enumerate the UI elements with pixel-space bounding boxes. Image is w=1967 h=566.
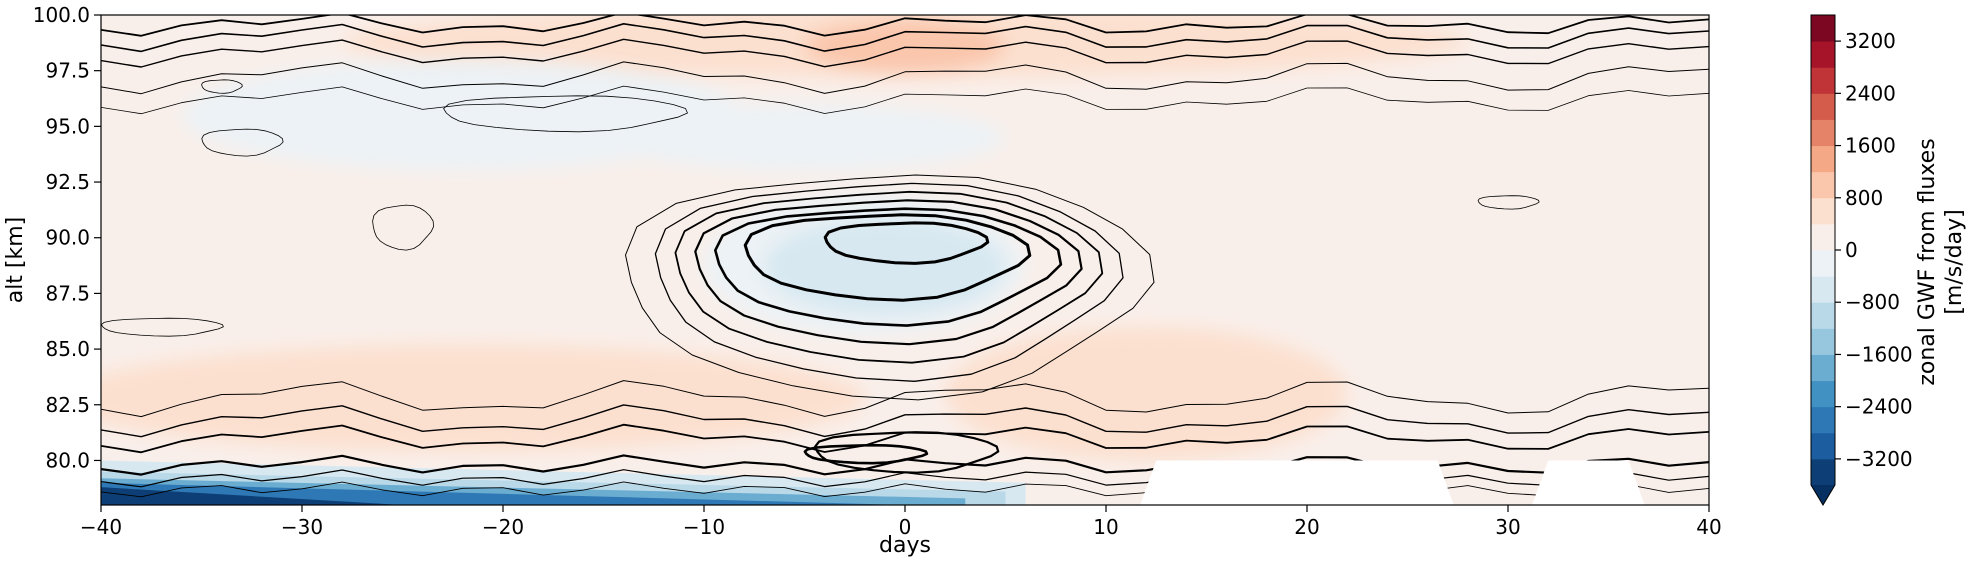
y-axis-label: alt [km]	[3, 217, 28, 304]
y-tick-label: 92.5	[45, 170, 90, 194]
x-tick-label: −10	[683, 515, 725, 539]
colorbar-label-line2: [m/s/day]	[1942, 209, 1967, 314]
contour-line	[101, 85, 1709, 115]
y-tick-label: 90.0	[45, 226, 90, 250]
contour-line	[101, 15, 1709, 37]
contour-line	[101, 454, 1709, 476]
contour-ring	[201, 128, 284, 157]
colorbar-segment	[1811, 406, 1835, 434]
colorbar-segment	[1811, 432, 1835, 460]
y-tick-label: 97.5	[45, 59, 90, 83]
colorbar-segment	[1811, 93, 1835, 120]
y-tick-label: 82.5	[45, 393, 90, 417]
contour-line	[101, 23, 1709, 53]
missing-data-region	[1140, 460, 1454, 505]
y-tick-label: 100.0	[33, 3, 90, 27]
colorbar-segment	[1811, 302, 1835, 329]
contour-ring	[674, 190, 1104, 364]
x-tick-label: −40	[80, 515, 122, 539]
contour-ring	[823, 221, 990, 265]
x-tick-label: 20	[1294, 515, 1319, 539]
colorbar-segment	[1811, 223, 1835, 251]
colorbar-segment	[1811, 119, 1835, 147]
contour-line	[101, 380, 1709, 418]
x-tick-label: −30	[281, 515, 323, 539]
negative-band-layer	[101, 487, 403, 505]
contour-ring	[372, 204, 434, 251]
colorbar-label-line1: zonal GWF from fluxes	[1915, 138, 1940, 385]
field-shading	[101, 15, 1468, 461]
x-tick-label: 40	[1696, 515, 1721, 539]
filled-contour-field	[101, 15, 1709, 505]
y-tick-label: 87.5	[45, 281, 90, 305]
contour-ring	[743, 213, 1032, 302]
colorbar-tick-label: 2400	[1845, 81, 1896, 105]
colorbar-segment	[1811, 41, 1835, 68]
positive-lower-region	[101, 344, 865, 452]
contour-ring	[694, 199, 1083, 346]
contour-ring	[201, 79, 243, 94]
y-tick-label: 95.0	[45, 114, 90, 138]
neutral-upper-left-region	[181, 59, 745, 171]
colorbar-tick-label: −2400	[1845, 395, 1913, 419]
contour-line	[101, 404, 1709, 438]
colorbar-tick-label: −800	[1845, 290, 1900, 314]
y-axis: 80.0 82.5 85.0 87.5 90.0 92.5 95.0 97.5 100.0	[33, 3, 101, 472]
contour-ring	[1477, 195, 1540, 210]
colorbar-segment	[1811, 67, 1835, 94]
colorbar-tick-label: −1600	[1845, 342, 1913, 366]
positive-lower-right-region	[945, 326, 1348, 461]
y-tick-label: 85.0	[45, 337, 90, 361]
colorbar-extend-arrow	[1811, 485, 1835, 505]
colorbar: −3200 −2400 −1600 −800 0 800 1600 2400 3200	[1810, 14, 1913, 506]
contour-ring	[714, 207, 1063, 327]
x-tick-label: 30	[1495, 515, 1520, 539]
colorbar-segment	[1811, 328, 1835, 355]
colorbar-tick-label: 800	[1845, 186, 1883, 210]
colorbar-segment	[1811, 197, 1835, 225]
colorbar-segment	[1811, 171, 1835, 199]
contour-line	[101, 38, 1709, 68]
colorbar-segment	[1811, 250, 1835, 277]
x-tick-label: 10	[1093, 515, 1118, 539]
colorbar-segment	[1811, 276, 1835, 303]
colorbar-segment	[1811, 458, 1835, 486]
x-axis-label: days	[879, 533, 931, 558]
contour-line	[101, 61, 1709, 95]
contour-ring	[443, 95, 688, 133]
colorbar-tick-label: −3200	[1845, 447, 1913, 471]
neutral-upper-mid-region	[603, 104, 1006, 171]
missing-data-regions	[1140, 460, 1645, 505]
colorbar-tick-label: 3200	[1845, 29, 1896, 53]
missing-data-region	[1532, 460, 1645, 505]
negative-core-inner	[764, 217, 1006, 316]
contour-line	[101, 423, 1709, 454]
x-axis: −40 −30 −20 −10 0 10 20 30 40	[80, 505, 1722, 539]
colorbar-segment	[1811, 354, 1835, 382]
x-tick-label: 0	[899, 515, 912, 539]
colorbar-segment	[1811, 380, 1835, 408]
plot-area	[100, 14, 1710, 506]
colorbar-tick-label: 0	[1845, 238, 1858, 262]
contour-ring	[101, 317, 224, 337]
colorbar-segment	[1811, 145, 1835, 173]
x-tick-label: −20	[482, 515, 524, 539]
colorbar-outline	[1810, 14, 1836, 506]
colorbar-tick-label: 1600	[1845, 134, 1896, 158]
colorbar-segment	[1811, 15, 1835, 42]
contour-ring	[625, 174, 1155, 401]
contour-ring	[654, 182, 1124, 382]
y-tick-label: 80.0	[45, 448, 90, 472]
